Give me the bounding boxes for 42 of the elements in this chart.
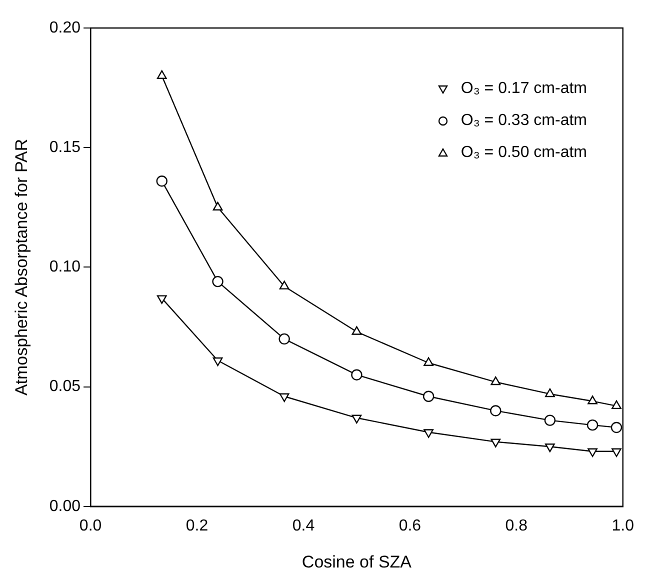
point [279,280,290,290]
legend-label: O₃ = 0.33 cm-atm [460,112,587,130]
point [545,388,555,398]
y-tick-label: 0.10 [49,258,81,276]
y-tick-label: 0.05 [49,378,81,396]
legend-label: O₃ = 0.50 cm-atm [460,144,587,162]
point [351,369,362,380]
point [588,448,598,457]
x-tick-label: 0.6 [398,517,422,534]
point [424,357,434,366]
point [422,390,434,402]
point [212,276,224,288]
point [490,376,501,386]
x-axis-title: Cosine of SZA [302,552,412,572]
point [352,414,362,424]
y-axis-title: Atmospheric Absorptance for PAR [12,138,31,396]
y-tick-label: 0.00 [49,498,81,515]
point [156,70,167,79]
x-tick-label: 0.4 [292,517,315,534]
point [588,396,598,404]
point [490,438,501,448]
point [612,448,622,457]
x-tick-label: 1.0 [612,517,634,534]
x-tick-label: 0.8 [505,517,528,534]
point [212,202,223,210]
point [279,393,290,402]
point [586,419,598,431]
point [544,414,556,426]
y-tick-label: 0.20 [49,19,81,36]
x-tick-label: 0.2 [186,517,208,534]
point [612,400,622,410]
point [156,175,168,187]
point [490,405,502,416]
point [278,333,290,345]
point [610,422,622,434]
x-tick-label: 0.0 [79,517,102,534]
point [424,429,434,438]
legend-label: O₃ = 0.17 cm-atm [460,80,587,98]
point [212,357,223,366]
y-tick-label: 0.15 [49,139,81,156]
point [352,326,362,335]
point [545,444,555,452]
